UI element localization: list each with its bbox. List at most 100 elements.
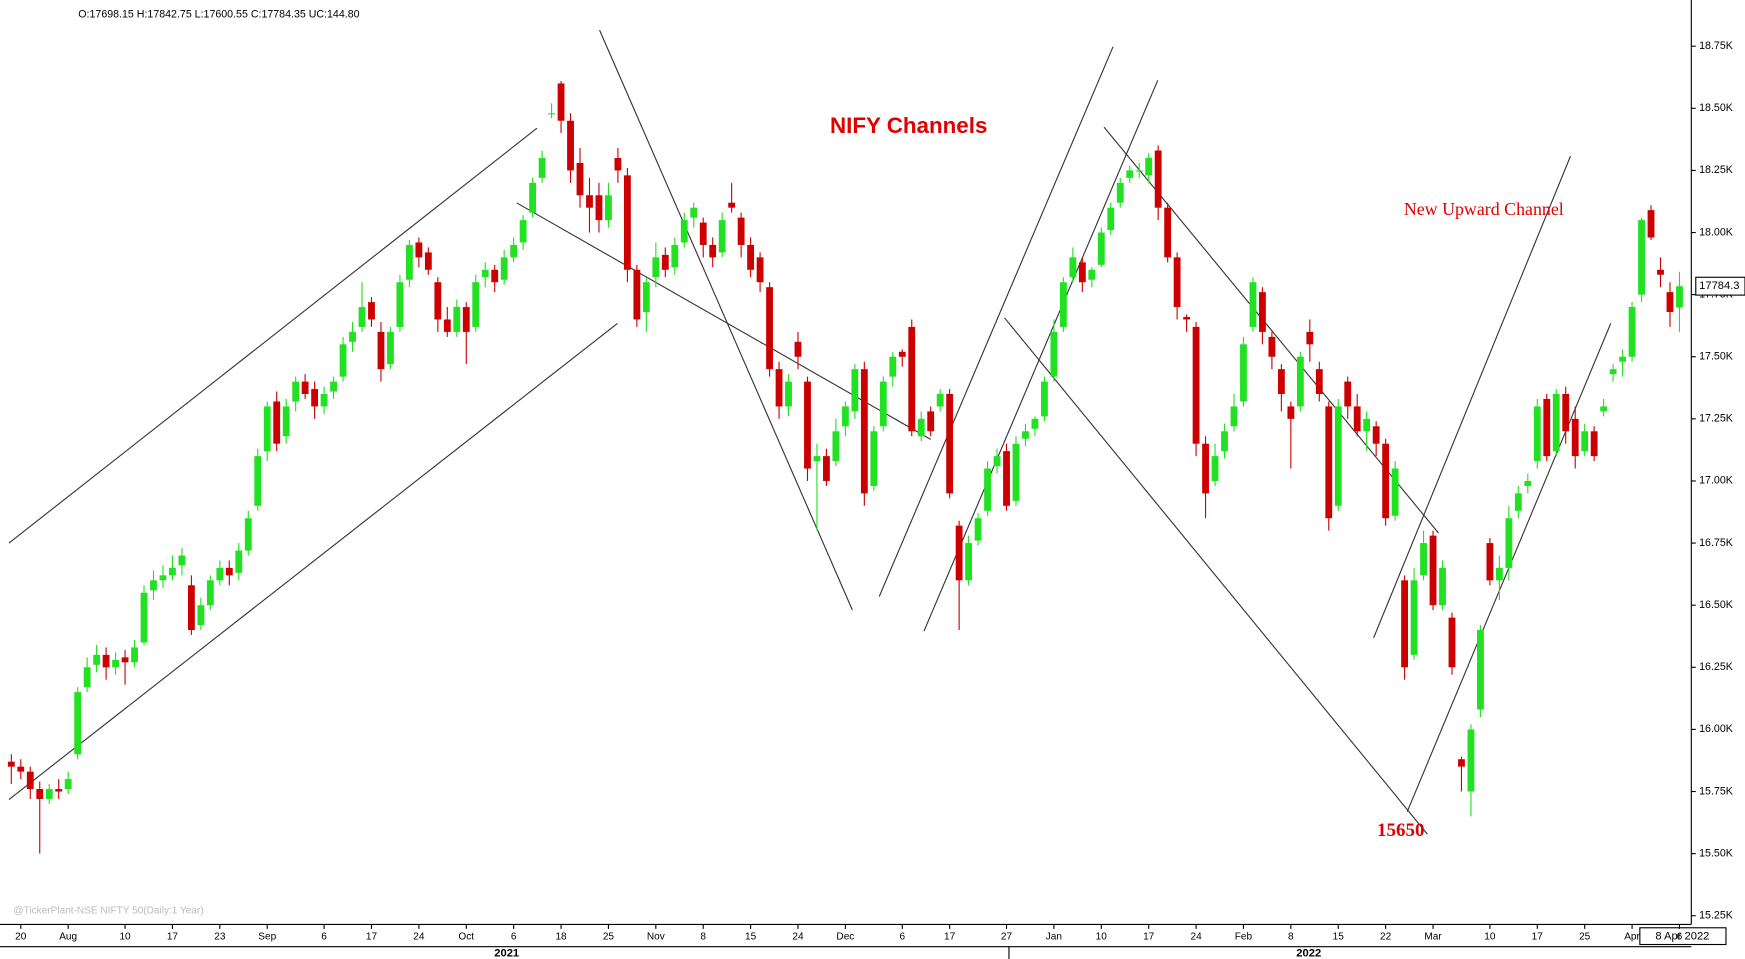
candle-body	[623, 175, 631, 270]
candle-body	[443, 319, 451, 332]
candle-body	[652, 257, 660, 278]
candle-body	[1533, 406, 1541, 462]
candle-body	[396, 282, 404, 327]
candle-body	[529, 182, 537, 213]
candle-body	[1088, 269, 1096, 280]
candle-body	[1600, 406, 1608, 412]
candle-body	[462, 307, 470, 332]
candle-body	[728, 202, 736, 208]
candle-body	[1458, 759, 1465, 767]
x-tick-label: Nov	[647, 931, 665, 942]
candle-body	[747, 244, 755, 270]
candle-body	[1420, 543, 1427, 576]
candle-body	[1315, 369, 1323, 395]
candle-body	[1069, 257, 1077, 278]
candle-body	[974, 518, 982, 541]
candle-body	[548, 113, 555, 115]
candle-body	[1401, 580, 1409, 668]
candle-body	[273, 401, 281, 444]
candle-body	[83, 667, 91, 688]
candle-body	[55, 789, 63, 792]
candle-body	[642, 282, 650, 313]
candle-body	[1448, 617, 1456, 668]
candle-body	[1647, 210, 1655, 238]
candle-body	[1581, 431, 1589, 452]
candle-body	[74, 692, 82, 755]
annotation: New Upward Channel	[1404, 199, 1564, 219]
candle-body	[576, 162, 584, 196]
candle-body	[851, 369, 859, 412]
candle-body	[26, 771, 34, 790]
candle-body	[766, 287, 773, 370]
candle-body	[254, 456, 262, 506]
x-tick-label: 17	[1532, 931, 1544, 942]
x-tick-label: 24	[413, 931, 425, 942]
candle-body	[1505, 518, 1513, 568]
y-tick-label: 18.00K	[1699, 226, 1733, 238]
candle-body	[927, 411, 935, 432]
candle-body	[1135, 170, 1143, 172]
candle-body	[244, 518, 252, 551]
candle-body	[453, 307, 461, 332]
candle-body	[481, 269, 489, 278]
candle-body	[718, 220, 726, 253]
candle-body	[823, 456, 830, 481]
y-tick-label: 15.50K	[1699, 847, 1733, 859]
candle-body	[121, 657, 129, 663]
candle-body	[1003, 451, 1010, 506]
candles	[7, 80, 1683, 854]
candle-body	[1429, 535, 1437, 606]
candle-body	[1353, 406, 1361, 432]
x-tick-label: Aug	[59, 931, 77, 942]
candle-body	[1221, 431, 1228, 452]
x-tick-label: 8	[1288, 931, 1294, 942]
x-tick-label: 17	[944, 931, 956, 942]
ohlc-header: O:17698.15 H:17842.75 L:17600.55 C:17784…	[78, 8, 359, 20]
candle-body	[282, 406, 290, 437]
candle-body	[1609, 369, 1617, 375]
candle-body	[680, 220, 688, 243]
x-tick-label: 17	[167, 931, 179, 942]
x-tick-label: 10	[1096, 931, 1108, 942]
candle-body	[1173, 257, 1181, 308]
candle-body	[813, 456, 821, 462]
x-tick-label: 17	[1143, 931, 1155, 942]
candle-body	[860, 369, 868, 494]
y-tick-label: 18.75K	[1699, 40, 1733, 52]
y-tick-label: 17.00K	[1699, 475, 1733, 487]
candle-body	[1192, 326, 1200, 444]
candle-body	[1230, 406, 1238, 427]
x-tick-label: 10	[1484, 931, 1496, 942]
candle-body	[1382, 443, 1390, 519]
y-tick-label: 15.75K	[1699, 785, 1733, 797]
candle-body	[424, 252, 432, 270]
candle-body	[1031, 418, 1039, 429]
candle-body	[131, 647, 138, 663]
x-tick-label: Dec	[836, 931, 854, 942]
candle-body	[311, 389, 319, 407]
candle-body	[794, 341, 802, 357]
candle-body	[965, 543, 973, 581]
x-tick-label: 25	[1579, 931, 1591, 942]
candle-body	[1012, 443, 1020, 501]
x-tick-label: 24	[792, 931, 804, 942]
candle-body	[1277, 369, 1285, 395]
candle-body	[1059, 282, 1067, 327]
trend-line	[8, 127, 538, 544]
candle-body	[832, 431, 840, 462]
candle-body	[1571, 418, 1579, 457]
candle-body	[1325, 406, 1333, 519]
candle-body	[1097, 232, 1105, 265]
trend-line	[878, 46, 1114, 597]
candle-body	[898, 351, 906, 357]
y-tick-label: 15.25K	[1699, 910, 1733, 922]
y-tick-label: 17.25K	[1699, 413, 1733, 425]
x-tick-label: 15	[1333, 931, 1345, 942]
candle-body	[1372, 426, 1380, 444]
candle-body	[1391, 468, 1399, 516]
candle-body	[785, 381, 792, 407]
x-tick-label: 17	[366, 931, 378, 942]
year-label: 2021	[494, 947, 519, 959]
x-tick-label: 8	[700, 931, 706, 942]
